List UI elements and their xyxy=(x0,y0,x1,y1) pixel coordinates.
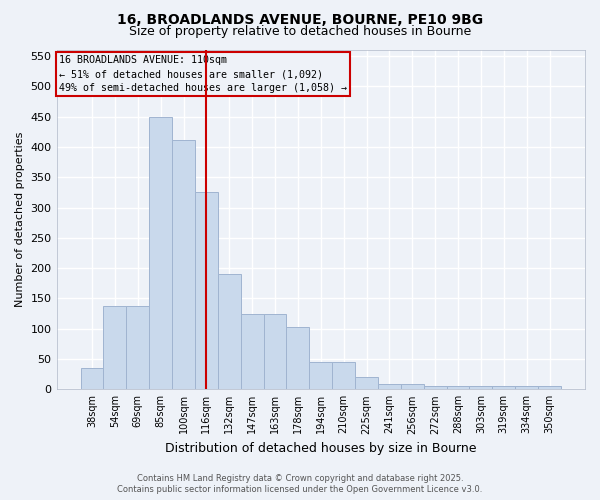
Bar xyxy=(195,192,218,390)
Bar xyxy=(446,386,469,390)
Bar xyxy=(515,386,538,390)
Text: Size of property relative to detached houses in Bourne: Size of property relative to detached ho… xyxy=(129,25,471,38)
Bar xyxy=(424,386,446,390)
Text: Contains HM Land Registry data © Crown copyright and database right 2025.
Contai: Contains HM Land Registry data © Crown c… xyxy=(118,474,482,494)
Text: 16, BROADLANDS AVENUE, BOURNE, PE10 9BG: 16, BROADLANDS AVENUE, BOURNE, PE10 9BG xyxy=(117,12,483,26)
Bar xyxy=(80,368,103,390)
Bar xyxy=(263,314,286,390)
Bar xyxy=(378,384,401,390)
Bar xyxy=(103,306,127,390)
Bar xyxy=(493,386,515,390)
Bar xyxy=(355,377,378,390)
X-axis label: Distribution of detached houses by size in Bourne: Distribution of detached houses by size … xyxy=(165,442,476,455)
Y-axis label: Number of detached properties: Number of detached properties xyxy=(15,132,25,308)
Bar xyxy=(218,274,241,390)
Bar xyxy=(310,362,332,390)
Bar xyxy=(538,386,561,390)
Bar xyxy=(332,362,355,390)
Bar xyxy=(149,116,172,390)
Bar xyxy=(172,140,195,390)
Bar xyxy=(127,306,149,390)
Bar xyxy=(401,384,424,390)
Bar xyxy=(469,386,493,390)
Text: 16 BROADLANDS AVENUE: 110sqm
← 51% of detached houses are smaller (1,092)
49% of: 16 BROADLANDS AVENUE: 110sqm ← 51% of de… xyxy=(59,55,347,93)
Bar xyxy=(241,314,263,390)
Bar xyxy=(286,327,310,390)
